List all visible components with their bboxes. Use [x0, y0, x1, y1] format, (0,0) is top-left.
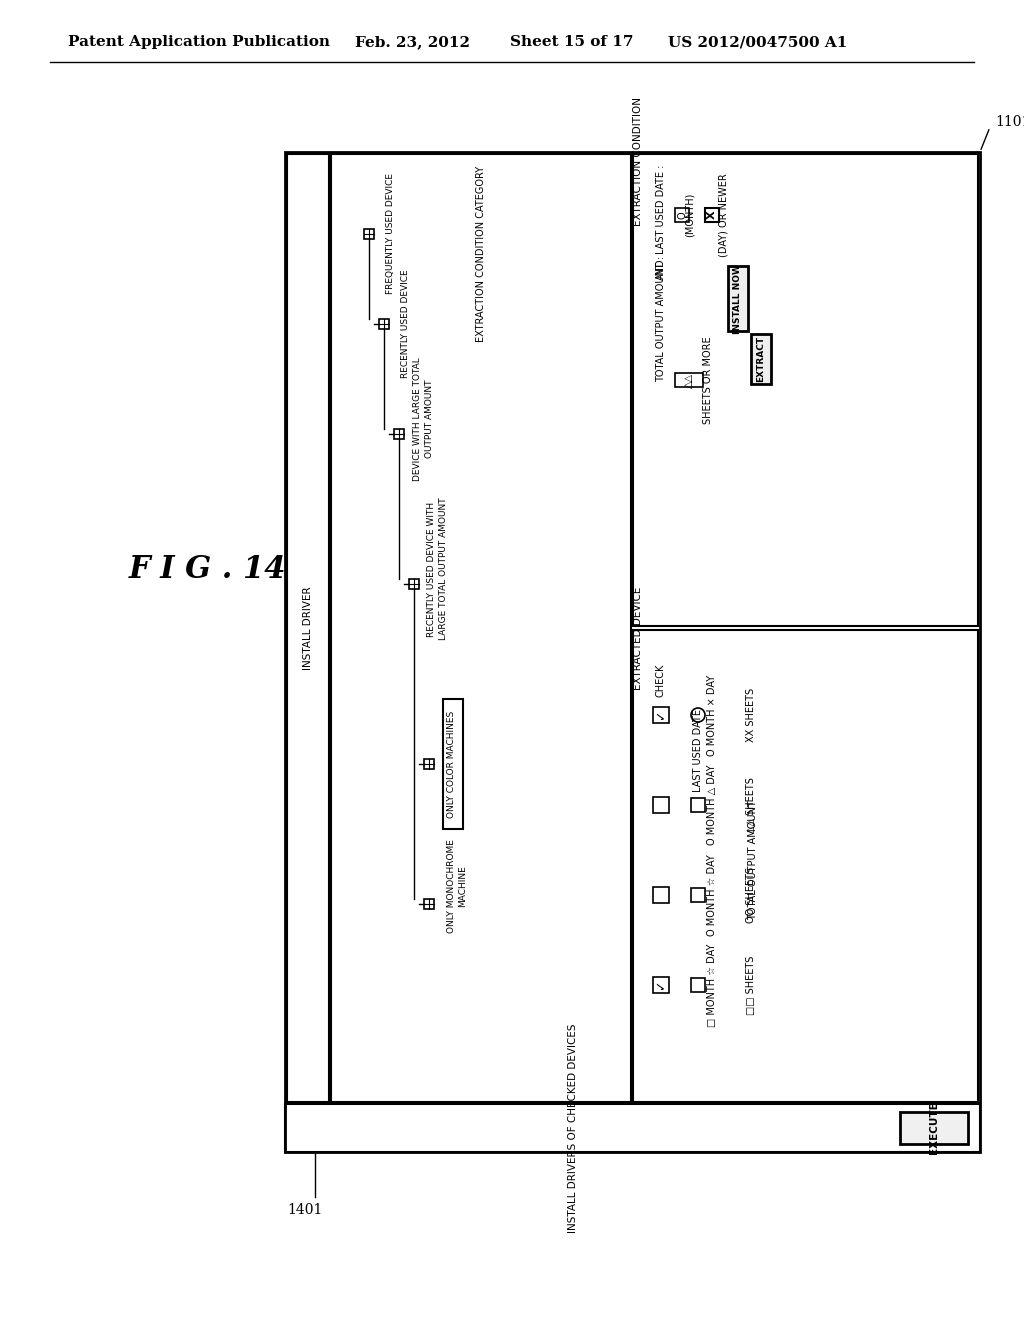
- Bar: [728, 267, 748, 331]
- Bar: [633, 630, 978, 1102]
- Bar: [443, 700, 463, 829]
- Text: △△ SHEETS: △△ SHEETS: [746, 777, 756, 833]
- Text: 1401: 1401: [288, 1203, 323, 1217]
- Bar: [364, 228, 374, 239]
- Bar: [424, 899, 434, 909]
- Bar: [633, 154, 978, 626]
- Text: ✓: ✓: [654, 979, 668, 990]
- Text: LARGE TOTAL OUTPUT AMOUNT: LARGE TOTAL OUTPUT AMOUNT: [439, 498, 449, 640]
- Text: △△: △△: [684, 372, 694, 388]
- Text: LAST USED DATE: LAST USED DATE: [693, 709, 703, 792]
- Text: X: X: [707, 211, 717, 219]
- Text: ONLY COLOR MACHINES: ONLY COLOR MACHINES: [446, 710, 456, 817]
- Text: TOTAL OUTPUT AMOUNT :: TOTAL OUTPUT AMOUNT :: [656, 256, 666, 381]
- Text: RECENTLY USED DEVICE: RECENTLY USED DEVICE: [401, 269, 411, 379]
- Text: ONLY MONOCHROME: ONLY MONOCHROME: [446, 840, 456, 933]
- Bar: [675, 209, 689, 222]
- Text: OO SHEETS: OO SHEETS: [746, 867, 756, 923]
- Bar: [285, 1104, 980, 1152]
- Text: MACHINE: MACHINE: [459, 865, 468, 907]
- Text: 1101: 1101: [995, 115, 1024, 129]
- Text: F I G . 14: F I G . 14: [128, 554, 286, 586]
- Bar: [653, 887, 669, 903]
- Text: RECENTLY USED DEVICE WITH: RECENTLY USED DEVICE WITH: [427, 502, 436, 636]
- Bar: [691, 799, 705, 812]
- Text: O MONTH ☆ DAY: O MONTH ☆ DAY: [707, 854, 717, 936]
- Text: □□ SHEETS: □□ SHEETS: [746, 956, 756, 1015]
- Text: INSTALL DRIVERS OF CHECKED DEVICES: INSTALL DRIVERS OF CHECKED DEVICES: [567, 1023, 578, 1233]
- Bar: [285, 152, 980, 1152]
- Text: US 2012/0047500 A1: US 2012/0047500 A1: [668, 36, 848, 49]
- Text: TOTAL OUTPUT AMOUNT: TOTAL OUTPUT AMOUNT: [748, 800, 758, 920]
- Text: □ MONTH ☆ DAY: □ MONTH ☆ DAY: [707, 944, 717, 1027]
- Text: EXECUTE: EXECUTE: [929, 1102, 939, 1155]
- Text: O MONTH × DAY: O MONTH × DAY: [707, 675, 717, 755]
- Text: (DAY) OR NEWER: (DAY) OR NEWER: [718, 173, 728, 257]
- Bar: [691, 888, 705, 902]
- Bar: [287, 154, 329, 1102]
- Bar: [751, 334, 771, 384]
- Bar: [653, 708, 669, 723]
- Text: ✓: ✓: [654, 710, 668, 721]
- Text: Patent Application Publication: Patent Application Publication: [68, 36, 330, 49]
- Bar: [653, 977, 669, 993]
- Text: O: O: [677, 211, 687, 219]
- Bar: [331, 154, 631, 1102]
- Bar: [394, 429, 404, 440]
- Text: O MONTH △ DAY: O MONTH △ DAY: [707, 764, 717, 845]
- Text: SHEETS OR MORE: SHEETS OR MORE: [703, 337, 713, 424]
- Text: AND: AND: [656, 259, 666, 280]
- Text: FREQUENTLY USED DEVICE: FREQUENTLY USED DEVICE: [386, 173, 395, 294]
- Bar: [675, 374, 703, 387]
- Text: EXTRACTION CONDITION: EXTRACTION CONDITION: [633, 98, 643, 227]
- Bar: [691, 978, 705, 993]
- Text: Sheet 15 of 17: Sheet 15 of 17: [510, 36, 634, 49]
- Text: XX SHEETS: XX SHEETS: [746, 688, 756, 742]
- Text: EXTRACT: EXTRACT: [757, 335, 766, 381]
- Text: EXTRACTED DEVICE: EXTRACTED DEVICE: [633, 586, 643, 689]
- Text: INSTALL DRIVER: INSTALL DRIVER: [303, 586, 313, 669]
- Bar: [379, 319, 389, 329]
- Text: Feb. 23, 2012: Feb. 23, 2012: [355, 36, 470, 49]
- Bar: [900, 1111, 968, 1144]
- Text: DEVICE WITH LARGE TOTAL: DEVICE WITH LARGE TOTAL: [413, 358, 422, 480]
- Text: EXTRACTION CONDITION CATEGORY: EXTRACTION CONDITION CATEGORY: [476, 166, 486, 342]
- Text: (MONTH): (MONTH): [685, 193, 695, 238]
- Text: OUTPUT AMOUNT: OUTPUT AMOUNT: [425, 380, 433, 458]
- Text: LAST USED DATE :: LAST USED DATE :: [656, 164, 666, 253]
- Text: CHECK: CHECK: [656, 664, 666, 697]
- Bar: [409, 579, 419, 589]
- Bar: [424, 759, 434, 770]
- Bar: [705, 209, 719, 222]
- Bar: [653, 797, 669, 813]
- Text: INSTALL NOW: INSTALL NOW: [733, 264, 742, 334]
